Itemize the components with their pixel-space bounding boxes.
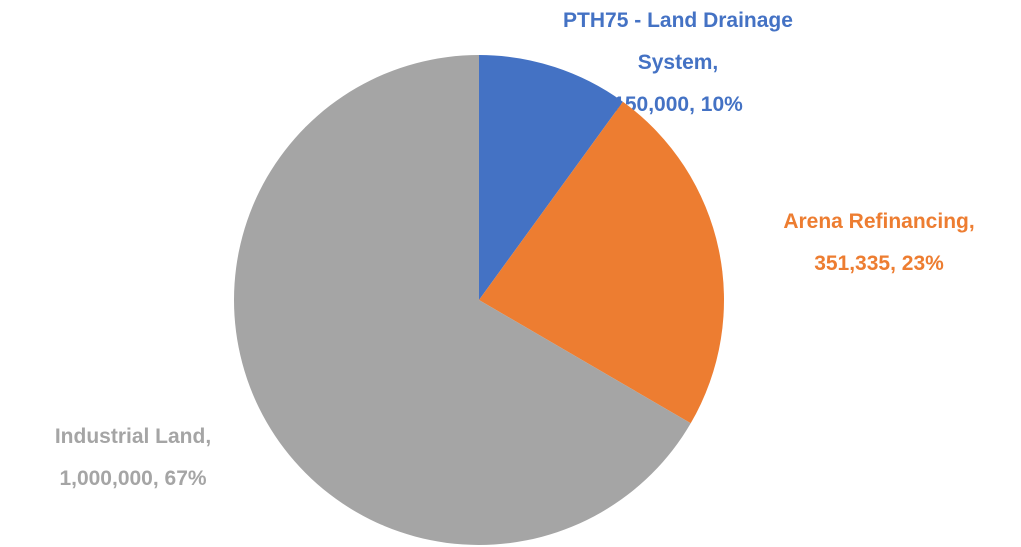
pie-slice [479, 55, 623, 300]
data-label: Arena Refinancing, 351,335, 23% [738, 201, 1020, 285]
label-text: 351,335, 23% [814, 252, 944, 275]
label-text: 150,000, 10% [613, 93, 743, 116]
label-text: PTH75 - Land Drainage System, [563, 9, 793, 74]
data-label: Industrial Land, 1,000,000, 67% [8, 416, 258, 500]
pie-slice [479, 101, 724, 424]
data-label: PTH75 - Land Drainage System, 150,000, 10… [560, 0, 796, 126]
label-text: Arena Refinancing, [783, 210, 975, 233]
label-text: 1,000,000, 67% [59, 467, 207, 490]
label-text: Industrial Land, [54, 425, 212, 448]
pie-slice [233, 55, 691, 545]
